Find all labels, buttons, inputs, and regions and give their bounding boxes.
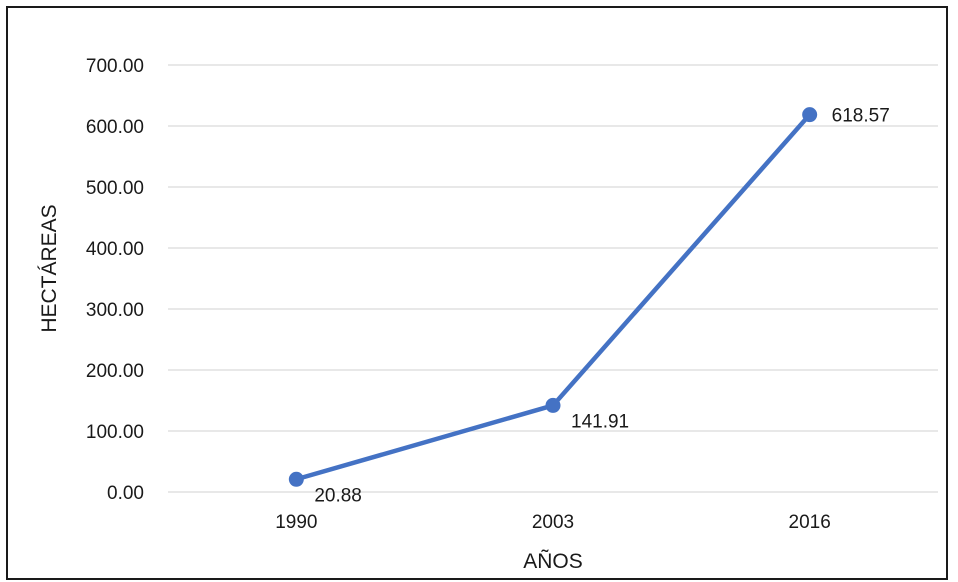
x-tick-label: 2003 (532, 512, 574, 533)
chart-frame: 0.00 100.00 200.00 300.00 400.00 500.00 600.00… (6, 6, 948, 580)
x-tick-label: 2016 (789, 512, 831, 533)
data-point (545, 397, 561, 413)
x-tick-labels: 1990 2003 2016 (275, 512, 831, 533)
y-tick-label: 200.00 (86, 361, 144, 382)
y-tick-label: 0.00 (107, 483, 144, 504)
data-label: 618.57 (832, 106, 890, 127)
x-axis-title: AÑOS (523, 549, 583, 573)
y-tick-labels: 0.00 100.00 200.00 300.00 400.00 500.00 600.00… (86, 56, 144, 504)
line-chart: 0.00 100.00 200.00 300.00 400.00 500.00 600.00… (38, 56, 938, 573)
y-tick-label: 300.00 (86, 300, 144, 321)
y-tick-label: 400.00 (86, 239, 144, 260)
y-tick-label: 500.00 (86, 178, 144, 199)
gridlines (168, 64, 938, 493)
y-tick-label: 700.00 (86, 56, 144, 77)
series-line (294, 112, 812, 482)
y-tick-label: 100.00 (86, 422, 144, 443)
y-tick-label: 600.00 (86, 117, 144, 138)
y-axis-title: HECTÁREAS (38, 204, 61, 332)
data-label: 141.91 (571, 411, 629, 432)
data-labels: 20.88 141.91 618.57 (314, 106, 889, 507)
data-point (288, 471, 304, 487)
data-label: 20.88 (314, 485, 362, 506)
data-point (802, 107, 818, 123)
x-tick-label: 1990 (275, 512, 317, 533)
series-line-group (288, 107, 818, 487)
